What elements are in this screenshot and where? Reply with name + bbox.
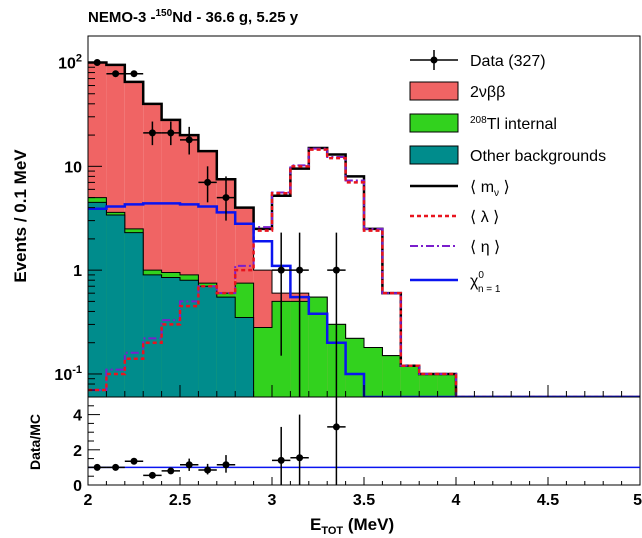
x-tick-label: 3 (268, 492, 277, 509)
ratio-y-tick-label: 4 (73, 408, 82, 425)
data-point (332, 266, 340, 274)
legend-mnu: ⟨ mν ⟩ (410, 179, 510, 199)
data-point (277, 266, 285, 274)
tl-internal-bar (382, 355, 401, 397)
x-axis-label: ETOT (MeV) (310, 515, 394, 537)
legend-other-backgrounds: Other backgrounds (409, 145, 606, 165)
tl-internal-bar (419, 373, 438, 397)
tl-internal-bar (400, 365, 420, 397)
ratio-point (332, 423, 340, 431)
ratio-point (93, 463, 101, 471)
svg-text:208Tl internal: 208Tl internal (470, 115, 557, 133)
other-bkg-bar (88, 202, 107, 397)
x-tick-label: 4.5 (537, 492, 559, 509)
chart-title: NEMO-3 -150Nd - 36.6 g, 5.25 y (88, 8, 299, 26)
svg-text:⟨ λ ⟩: ⟨ λ ⟩ (470, 209, 499, 226)
legend-lambda: ⟨ λ ⟩ (410, 209, 499, 226)
tl-internal-bar (253, 327, 272, 397)
data-point (222, 194, 230, 202)
other-bkg-bar (161, 277, 180, 397)
tl-internal-bar (308, 297, 328, 397)
legend-data: Data (327) (410, 50, 546, 70)
y-tick-label: 10 (64, 159, 82, 176)
x-tick-label: 4 (452, 492, 461, 509)
tl-internal-bar (364, 347, 383, 397)
ratio-point (112, 463, 120, 471)
data-point (112, 70, 120, 78)
ratio-point (130, 457, 138, 465)
x-tick-label: 3.5 (353, 492, 375, 509)
legend: Data (327) 2νββ 208Tl internal Other bac… (409, 50, 606, 295)
ratio-y-tick-label: 2 (73, 443, 82, 460)
tl-internal-bar (345, 338, 364, 397)
other-bkg-bar (143, 274, 162, 397)
x-tick-label: 5 (633, 492, 642, 509)
other-bkg-bar (180, 280, 199, 397)
ratio-point (277, 456, 285, 464)
data-point (167, 129, 175, 137)
legend-tl-internal: 208Tl internal (409, 113, 557, 133)
ratio-point (185, 461, 193, 469)
tl-internal-bar (437, 373, 456, 397)
data-point (296, 266, 304, 274)
other-bkg-bar (198, 286, 217, 397)
other-bkg-bar (106, 214, 125, 397)
svg-text:Data (327): Data (327) (470, 53, 546, 70)
y-tick-label: 10-1 (54, 364, 82, 384)
legend-eta: ⟨ η ⟩ (410, 239, 500, 256)
ratio-point (167, 467, 175, 475)
ratio-point (148, 471, 156, 479)
data-point (148, 129, 156, 137)
ratio-y-tick-label: 0 (73, 478, 82, 495)
svg-text:⟨ mν ⟩: ⟨ mν ⟩ (470, 179, 510, 199)
ratio-y-axis-label: Data/MC (27, 414, 43, 470)
svg-text:2νββ: 2νββ (470, 84, 505, 101)
lambda-signal-line (88, 148, 640, 397)
x-tick-label: 2 (84, 492, 93, 509)
data-point (130, 70, 138, 78)
legend-2nubb: 2νββ (409, 81, 505, 101)
other-bkg-outline (88, 201, 640, 397)
x-tick-label: 2.5 (169, 492, 191, 509)
other-bkg-bar (216, 297, 236, 397)
ratio-point (204, 466, 212, 474)
svg-text:Other backgrounds: Other backgrounds (470, 148, 606, 165)
y-tick-label: 102 (58, 53, 82, 73)
y-tick-label: 1 (73, 263, 82, 280)
ratio-point (296, 454, 304, 462)
svg-text:χ0n = 1: χ0 n = 1 (470, 270, 501, 295)
y-axis-label: Events / 0.1 MeV (11, 149, 30, 283)
svg-text:⟨ η ⟩: ⟨ η ⟩ (470, 239, 500, 256)
data-point (204, 178, 212, 186)
other-bkg-bar (235, 317, 254, 397)
ratio-point (222, 461, 230, 469)
data-point (185, 136, 193, 144)
legend-chi: χ0 n = 1 (410, 270, 501, 295)
other-bkg-bar (124, 232, 144, 397)
chi-signal-line (88, 202, 640, 397)
